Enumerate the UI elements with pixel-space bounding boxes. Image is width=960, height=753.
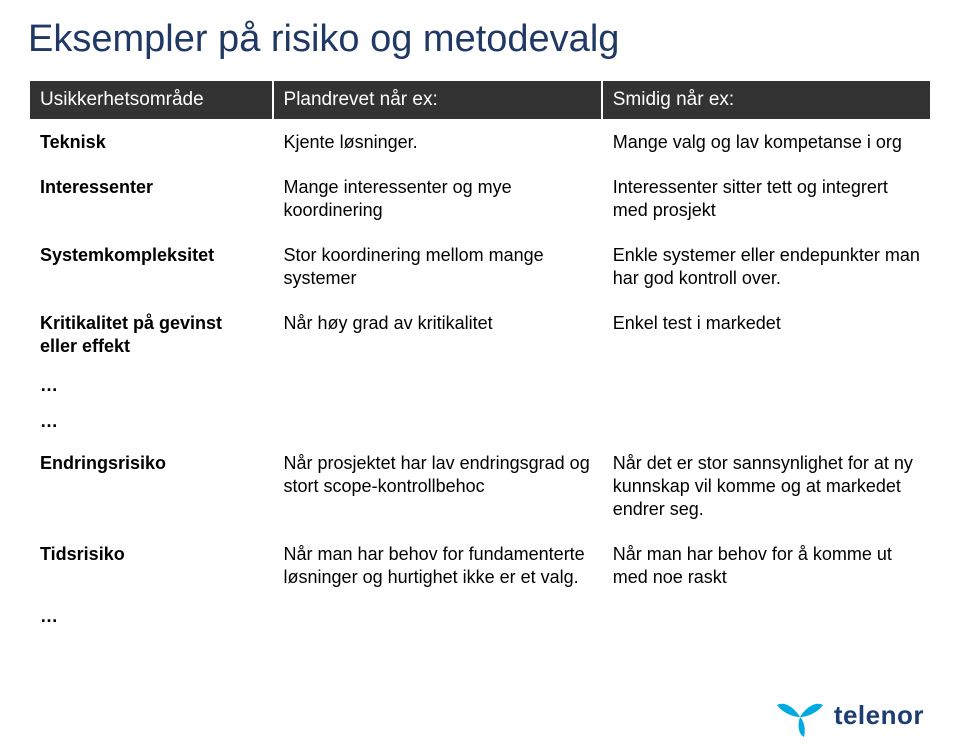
table-row: Teknisk Kjente løsninger. Mange valg og … — [29, 120, 931, 165]
row-smidig — [602, 405, 931, 441]
row-label: Teknisk — [29, 120, 273, 165]
telenor-logo: telenor — [774, 693, 924, 737]
row-label: … — [29, 600, 273, 636]
row-plan: Stor koordinering mellom mange systemer — [273, 233, 602, 301]
row-label: Tidsrisiko — [29, 532, 273, 600]
row-smidig: Enkle systemer eller endepunkter man har… — [602, 233, 931, 301]
row-smidig: Mange valg og lav kompetanse i org — [602, 120, 931, 165]
row-plan: Når man har behov for fundamenterte løsn… — [273, 532, 602, 600]
header-smidig: Smidig når ex: — [602, 80, 931, 120]
row-smidig: Enkel test i markedet — [602, 301, 931, 369]
row-smidig: Når man har behov for å komme ut med noe… — [602, 532, 931, 600]
propeller-icon — [774, 693, 826, 737]
slide: Eksempler på risiko og metodevalg Usikke… — [0, 0, 960, 753]
row-label: Endringsrisiko — [29, 441, 273, 532]
row-plan: Når prosjektet har lav endringsgrad og s… — [273, 441, 602, 532]
row-smidig: Når det er stor sannsynlighet for at ny … — [602, 441, 931, 532]
row-plan: Når høy grad av kritikalitet — [273, 301, 602, 369]
table-row: … — [29, 405, 931, 441]
table-row: Tidsrisiko Når man har behov for fundame… — [29, 532, 931, 600]
row-label: Interessenter — [29, 165, 273, 233]
header-plandrevet: Plandrevet når ex: — [273, 80, 602, 120]
row-label: Kritikalitet på gevinst eller effekt — [29, 301, 273, 369]
table-row: … — [29, 600, 931, 636]
table-row: Endringsrisiko Når prosjektet har lav en… — [29, 441, 931, 532]
row-smidig — [602, 369, 931, 405]
row-smidig — [602, 600, 931, 636]
table-row: … — [29, 369, 931, 405]
header-usikkerhetsomrade: Usikkerhetsområde — [29, 80, 273, 120]
table-row: Systemkompleksitet Stor koordinering mel… — [29, 233, 931, 301]
table-row: Interessenter Mange interessenter og mye… — [29, 165, 931, 233]
table-header-row: Usikkerhetsområde Plandrevet når ex: Smi… — [29, 80, 931, 120]
row-label: Systemkompleksitet — [29, 233, 273, 301]
page-title: Eksempler på risiko og metodevalg — [28, 18, 932, 61]
row-plan — [273, 369, 602, 405]
table-row: Kritikalitet på gevinst eller effekt Når… — [29, 301, 931, 369]
row-label: … — [29, 369, 273, 405]
row-label: … — [29, 405, 273, 441]
logo-text: telenor — [834, 700, 924, 731]
risk-table: Usikkerhetsområde Plandrevet når ex: Smi… — [28, 79, 932, 637]
row-plan: Mange interessenter og mye koordinering — [273, 165, 602, 233]
row-plan — [273, 405, 602, 441]
row-smidig: Interessenter sitter tett og integrert m… — [602, 165, 931, 233]
row-plan — [273, 600, 602, 636]
row-plan: Kjente løsninger. — [273, 120, 602, 165]
